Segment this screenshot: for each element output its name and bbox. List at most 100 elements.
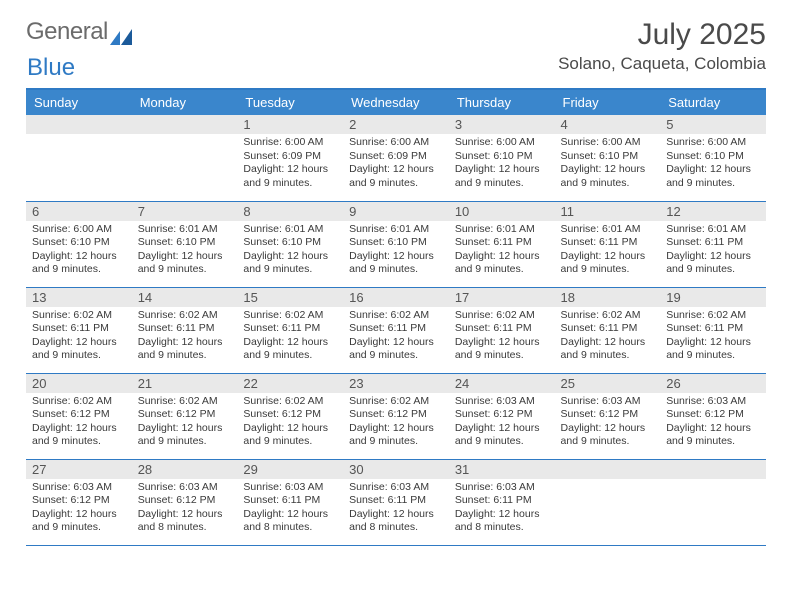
day-number: 6: [26, 202, 132, 221]
day-number: 26: [660, 374, 766, 393]
day-header: Saturday: [660, 89, 766, 115]
day-number: 9: [343, 202, 449, 221]
calendar-table: Sunday Monday Tuesday Wednesday Thursday…: [26, 88, 766, 546]
day-number: 31: [449, 460, 555, 479]
day-number: 24: [449, 374, 555, 393]
day-number: 5: [660, 115, 766, 134]
calendar-day-cell: 18Sunrise: 6:02 AMSunset: 6:11 PMDayligh…: [555, 287, 661, 373]
day-details: Sunrise: 6:02 AMSunset: 6:11 PMDaylight:…: [237, 307, 343, 368]
day-number: 30: [343, 460, 449, 479]
day-details: Sunrise: 6:02 AMSunset: 6:11 PMDaylight:…: [343, 307, 449, 368]
day-number: 4: [555, 115, 661, 134]
day-details: Sunrise: 6:01 AMSunset: 6:10 PMDaylight:…: [343, 221, 449, 282]
calendar-week-row: 13Sunrise: 6:02 AMSunset: 6:11 PMDayligh…: [26, 287, 766, 373]
calendar-day-cell: 23Sunrise: 6:02 AMSunset: 6:12 PMDayligh…: [343, 373, 449, 459]
day-details: Sunrise: 6:01 AMSunset: 6:11 PMDaylight:…: [660, 221, 766, 282]
day-details: Sunrise: 6:00 AMSunset: 6:09 PMDaylight:…: [343, 134, 449, 195]
calendar-day-cell: 29Sunrise: 6:03 AMSunset: 6:11 PMDayligh…: [237, 459, 343, 545]
location-text: Solano, Caqueta, Colombia: [558, 54, 766, 74]
title-block: July 2025 Solano, Caqueta, Colombia: [558, 18, 766, 74]
day-details: Sunrise: 6:02 AMSunset: 6:12 PMDaylight:…: [132, 393, 238, 454]
day-number: 22: [237, 374, 343, 393]
day-details: Sunrise: 6:02 AMSunset: 6:11 PMDaylight:…: [449, 307, 555, 368]
calendar-day-cell: 30Sunrise: 6:03 AMSunset: 6:11 PMDayligh…: [343, 459, 449, 545]
calendar-week-row: 6Sunrise: 6:00 AMSunset: 6:10 PMDaylight…: [26, 201, 766, 287]
day-details: Sunrise: 6:02 AMSunset: 6:11 PMDaylight:…: [26, 307, 132, 368]
day-number-empty: [660, 460, 766, 479]
day-header-row: Sunday Monday Tuesday Wednesday Thursday…: [26, 89, 766, 115]
day-header: Sunday: [26, 89, 132, 115]
day-number: 7: [132, 202, 238, 221]
logo-sail-icon: [110, 24, 132, 40]
logo: General: [26, 18, 132, 46]
calendar-day-cell: 13Sunrise: 6:02 AMSunset: 6:11 PMDayligh…: [26, 287, 132, 373]
calendar-day-cell: 8Sunrise: 6:01 AMSunset: 6:10 PMDaylight…: [237, 201, 343, 287]
day-details: Sunrise: 6:02 AMSunset: 6:11 PMDaylight:…: [555, 307, 661, 368]
calendar-week-row: 20Sunrise: 6:02 AMSunset: 6:12 PMDayligh…: [26, 373, 766, 459]
day-number: 19: [660, 288, 766, 307]
day-number: 16: [343, 288, 449, 307]
day-details: Sunrise: 6:03 AMSunset: 6:12 PMDaylight:…: [26, 479, 132, 540]
calendar-day-cell: 15Sunrise: 6:02 AMSunset: 6:11 PMDayligh…: [237, 287, 343, 373]
calendar-day-cell: 12Sunrise: 6:01 AMSunset: 6:11 PMDayligh…: [660, 201, 766, 287]
day-number: 27: [26, 460, 132, 479]
calendar-page: General July 2025 Solano, Caqueta, Colom…: [0, 0, 792, 546]
calendar-day-cell: 19Sunrise: 6:02 AMSunset: 6:11 PMDayligh…: [660, 287, 766, 373]
day-number-empty: [132, 115, 238, 134]
calendar-day-cell: 2Sunrise: 6:00 AMSunset: 6:09 PMDaylight…: [343, 115, 449, 201]
day-number: 8: [237, 202, 343, 221]
day-details: Sunrise: 6:03 AMSunset: 6:12 PMDaylight:…: [555, 393, 661, 454]
logo-text-blue: Blue: [27, 54, 75, 81]
day-details: Sunrise: 6:02 AMSunset: 6:11 PMDaylight:…: [132, 307, 238, 368]
day-number: 29: [237, 460, 343, 479]
day-details: Sunrise: 6:03 AMSunset: 6:11 PMDaylight:…: [237, 479, 343, 540]
day-number: 10: [449, 202, 555, 221]
day-details: Sunrise: 6:03 AMSunset: 6:12 PMDaylight:…: [132, 479, 238, 540]
calendar-day-cell: 3Sunrise: 6:00 AMSunset: 6:10 PMDaylight…: [449, 115, 555, 201]
calendar-day-cell: 6Sunrise: 6:00 AMSunset: 6:10 PMDaylight…: [26, 201, 132, 287]
calendar-day-cell: 5Sunrise: 6:00 AMSunset: 6:10 PMDaylight…: [660, 115, 766, 201]
calendar-day-cell: 20Sunrise: 6:02 AMSunset: 6:12 PMDayligh…: [26, 373, 132, 459]
calendar-day-cell: [660, 459, 766, 545]
day-number: 2: [343, 115, 449, 134]
day-number-empty: [26, 115, 132, 134]
day-number-empty: [555, 460, 661, 479]
calendar-day-cell: 17Sunrise: 6:02 AMSunset: 6:11 PMDayligh…: [449, 287, 555, 373]
calendar-day-cell: 14Sunrise: 6:02 AMSunset: 6:11 PMDayligh…: [132, 287, 238, 373]
day-details: Sunrise: 6:03 AMSunset: 6:11 PMDaylight:…: [343, 479, 449, 540]
logo-text-gray: General: [26, 18, 108, 46]
day-number: 3: [449, 115, 555, 134]
calendar-day-cell: 4Sunrise: 6:00 AMSunset: 6:10 PMDaylight…: [555, 115, 661, 201]
day-details: Sunrise: 6:03 AMSunset: 6:11 PMDaylight:…: [449, 479, 555, 540]
day-number: 17: [449, 288, 555, 307]
day-number: 14: [132, 288, 238, 307]
calendar-day-cell: [26, 115, 132, 201]
calendar-day-cell: 22Sunrise: 6:02 AMSunset: 6:12 PMDayligh…: [237, 373, 343, 459]
day-number: 15: [237, 288, 343, 307]
day-header: Friday: [555, 89, 661, 115]
calendar-day-cell: 16Sunrise: 6:02 AMSunset: 6:11 PMDayligh…: [343, 287, 449, 373]
day-details: Sunrise: 6:00 AMSunset: 6:10 PMDaylight:…: [449, 134, 555, 195]
calendar-day-cell: 26Sunrise: 6:03 AMSunset: 6:12 PMDayligh…: [660, 373, 766, 459]
day-details: Sunrise: 6:00 AMSunset: 6:09 PMDaylight:…: [237, 134, 343, 195]
calendar-day-cell: 10Sunrise: 6:01 AMSunset: 6:11 PMDayligh…: [449, 201, 555, 287]
day-details: Sunrise: 6:00 AMSunset: 6:10 PMDaylight:…: [660, 134, 766, 195]
calendar-day-cell: 28Sunrise: 6:03 AMSunset: 6:12 PMDayligh…: [132, 459, 238, 545]
calendar-day-cell: 7Sunrise: 6:01 AMSunset: 6:10 PMDaylight…: [132, 201, 238, 287]
day-details: Sunrise: 6:02 AMSunset: 6:12 PMDaylight:…: [343, 393, 449, 454]
calendar-day-cell: [132, 115, 238, 201]
calendar-day-cell: 25Sunrise: 6:03 AMSunset: 6:12 PMDayligh…: [555, 373, 661, 459]
month-title: July 2025: [558, 18, 766, 52]
day-details: Sunrise: 6:02 AMSunset: 6:11 PMDaylight:…: [660, 307, 766, 368]
day-details: Sunrise: 6:00 AMSunset: 6:10 PMDaylight:…: [26, 221, 132, 282]
calendar-day-cell: 21Sunrise: 6:02 AMSunset: 6:12 PMDayligh…: [132, 373, 238, 459]
day-details: Sunrise: 6:01 AMSunset: 6:11 PMDaylight:…: [555, 221, 661, 282]
calendar-day-cell: [555, 459, 661, 545]
day-number: 1: [237, 115, 343, 134]
day-details: Sunrise: 6:01 AMSunset: 6:11 PMDaylight:…: [449, 221, 555, 282]
calendar-day-cell: 11Sunrise: 6:01 AMSunset: 6:11 PMDayligh…: [555, 201, 661, 287]
day-details: Sunrise: 6:03 AMSunset: 6:12 PMDaylight:…: [660, 393, 766, 454]
calendar-week-row: 1Sunrise: 6:00 AMSunset: 6:09 PMDaylight…: [26, 115, 766, 201]
calendar-week-row: 27Sunrise: 6:03 AMSunset: 6:12 PMDayligh…: [26, 459, 766, 545]
day-number: 18: [555, 288, 661, 307]
